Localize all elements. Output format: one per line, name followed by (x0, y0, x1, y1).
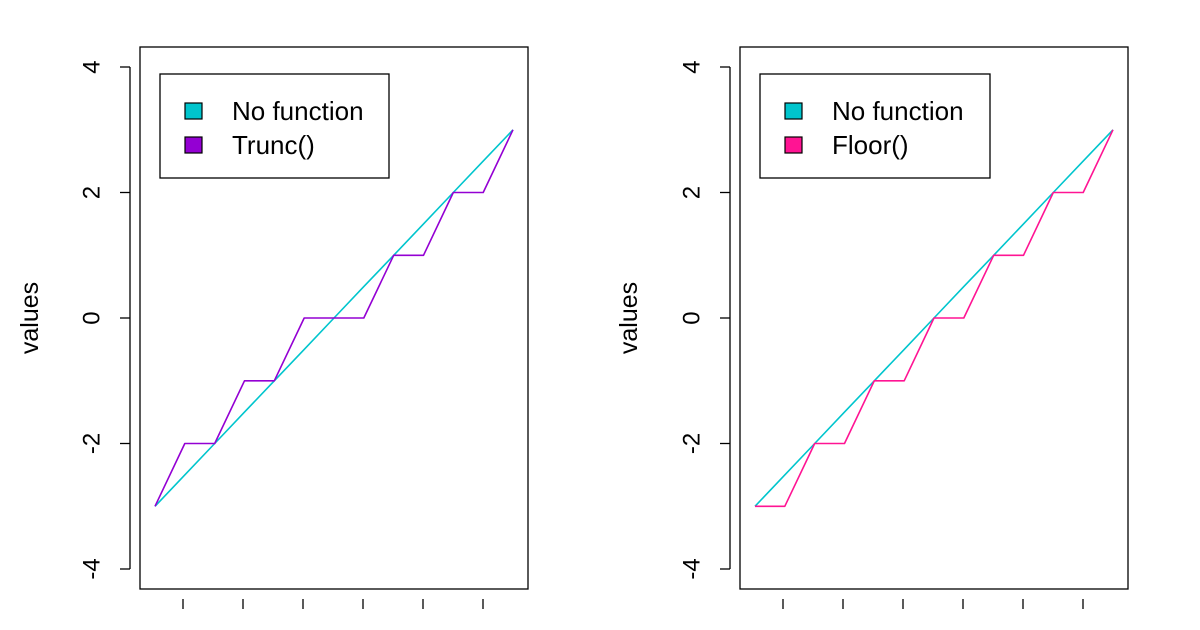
y-tick-label: -4 (679, 558, 706, 579)
y-tick-label: 0 (679, 311, 706, 324)
legend: No function Trunc() (159, 73, 390, 179)
y-tick-label: 0 (79, 311, 106, 324)
legend-swatch (184, 102, 203, 120)
series-line-floor (755, 129, 1114, 508)
y-tick-label: -2 (79, 433, 106, 454)
y-tick-label: 4 (679, 60, 706, 73)
legend-swatch (784, 102, 803, 120)
legend-swatch (184, 136, 203, 154)
y-tick-label: 2 (679, 186, 706, 199)
legend-label: Trunc() (232, 130, 315, 160)
legend-box (159, 73, 390, 179)
right-plot-panel: -4 -2 0 2 4 values No function Floor() (615, 46, 1129, 609)
y-axis-title: values (615, 282, 643, 354)
y-axis-title: values (16, 282, 44, 354)
legend-box (759, 73, 991, 179)
y-tick-label: -4 (79, 558, 106, 579)
legend: No function Floor() (759, 73, 991, 179)
legend-swatch (784, 136, 803, 154)
legend-label: No function (232, 96, 364, 126)
legend-label: Floor() (832, 130, 909, 160)
y-tick-label: 4 (79, 60, 106, 73)
legend-label: No function (832, 96, 964, 126)
y-tick-label: -2 (679, 433, 706, 454)
plot-frame (139, 46, 529, 590)
y-tick-label: 2 (79, 186, 106, 199)
left-plot-panel: -4 -2 0 2 4 values No function Trunc() (16, 46, 529, 609)
plot-frame (739, 46, 1129, 590)
series-line-trunc (154, 129, 514, 507)
